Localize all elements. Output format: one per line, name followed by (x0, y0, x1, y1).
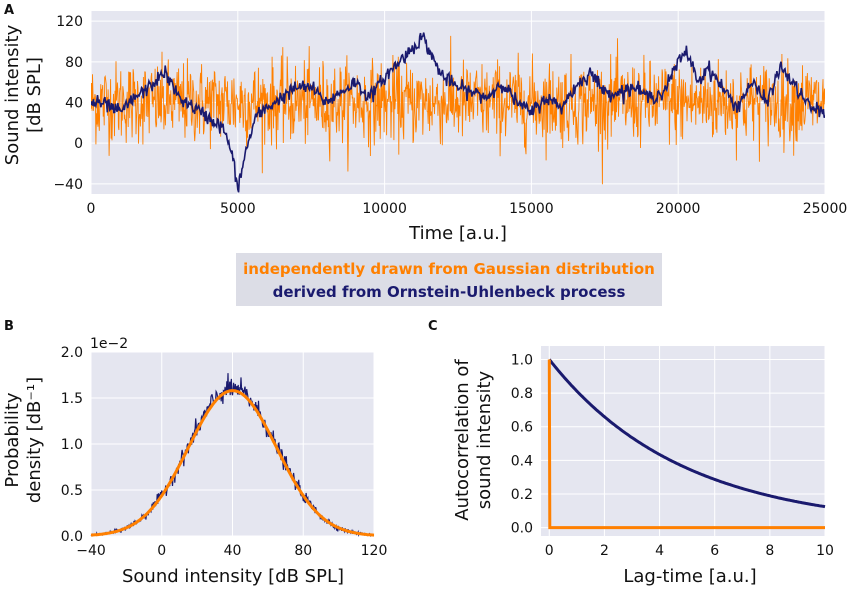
y-tick-label: 0.0 (511, 521, 533, 537)
y-tick-label: −40 (53, 177, 83, 193)
panel-a-xlabel: Time [a.u.] (408, 223, 507, 244)
panel-c-xlabel: Lag-time [a.u.] (623, 566, 756, 587)
panel-c-ylabel-line1: Autocorrelation of (452, 359, 473, 521)
series-gaussian-autocorrelation (547, 359, 825, 530)
x-tick-label: −40 (76, 543, 106, 559)
x-tick-label: 40 (224, 543, 242, 559)
panel-c-series (547, 358, 826, 530)
panel-b: −40 0 40 80 120 0.0 0.5 1.0 1.5 2.0 1e−2 Sound in… (2, 336, 387, 587)
y-tick-label: 0.2 (511, 487, 533, 503)
panel-label-a: A (4, 3, 14, 18)
y-tick-label: 120 (56, 14, 83, 30)
y-tick-label: 0.6 (511, 420, 533, 436)
y-tick-label: 0.0 (61, 529, 83, 545)
x-tick-label: 80 (294, 543, 312, 559)
y-tick-label: 0.5 (61, 483, 83, 499)
panel-b-scale-note: 1e−2 (90, 336, 128, 352)
y-tick-label: 80 (65, 55, 83, 71)
series-ou-line (91, 32, 825, 193)
y-tick-label: 0.8 (511, 386, 533, 402)
x-tick-label: 0 (545, 543, 554, 559)
panel-label-c: C (428, 319, 438, 334)
x-tick-label: 120 (361, 543, 388, 559)
x-tick-label: 10000 (362, 201, 407, 217)
legend: independently drawn from Gaussian distri… (236, 253, 662, 306)
x-tick-label: 20000 (656, 201, 701, 217)
y-tick-label: 1.5 (61, 391, 83, 407)
legend-entry-ou: derived from Ornstein-Uhlenbeck process (273, 283, 626, 301)
x-tick-label: 15000 (509, 201, 554, 217)
y-tick-label: 1.0 (511, 352, 533, 368)
panel-b-ylabel-line1: Probability (2, 392, 23, 487)
series-gaussian-line (91, 35, 825, 185)
panel-b-ylabel-line2: density [dB⁻¹] (24, 377, 45, 503)
y-tick-label: 2.0 (61, 345, 83, 361)
y-tick-label: 0.4 (511, 453, 533, 469)
legend-entry-gaussian: independently drawn from Gaussian distri… (243, 260, 655, 278)
y-tick-label: 40 (65, 96, 83, 112)
panel-a-ylabel-line1: Sound intensity (2, 24, 23, 165)
x-tick-label: 6 (710, 543, 719, 559)
x-tick-label: 25000 (803, 201, 848, 217)
panel-a-series (91, 32, 825, 193)
series-gaussian-density (90, 389, 375, 537)
panel-c-background (541, 346, 825, 536)
x-tick-label: 0 (87, 201, 96, 217)
x-tick-label: 4 (655, 543, 664, 559)
panel-b-grid (90, 351, 375, 537)
x-tick-label: 2 (600, 543, 609, 559)
y-tick-label: 1.0 (61, 437, 83, 453)
x-tick-label: 0 (157, 543, 166, 559)
y-tick-label: 0 (74, 136, 83, 152)
panel-b-series (90, 373, 375, 537)
panel-c-ylabel-line2: sound intensity (474, 370, 495, 509)
panel-b-ticks: −40 0 40 80 120 0.0 0.5 1.0 1.5 2.0 (61, 345, 388, 559)
panel-label-b: B (4, 319, 14, 334)
panel-a-ylabel-line2: [dB SPL] (24, 57, 45, 133)
panel-b-xlabel: Sound intensity [dB SPL] (122, 566, 344, 587)
x-tick-label: 10 (816, 543, 834, 559)
panel-c-ticks: 0 2 4 6 8 10 0.0 0.2 0.4 0.6 0.8 1.0 (511, 352, 834, 559)
x-tick-label: 8 (765, 543, 774, 559)
panel-c: 0 2 4 6 8 10 0.0 0.2 0.4 0.6 0.8 1.0 Lag-time [a.u.… (452, 346, 834, 587)
x-tick-label: 5000 (220, 201, 256, 217)
legend-box (236, 253, 662, 306)
series-ou-autocorrelation (548, 358, 826, 509)
